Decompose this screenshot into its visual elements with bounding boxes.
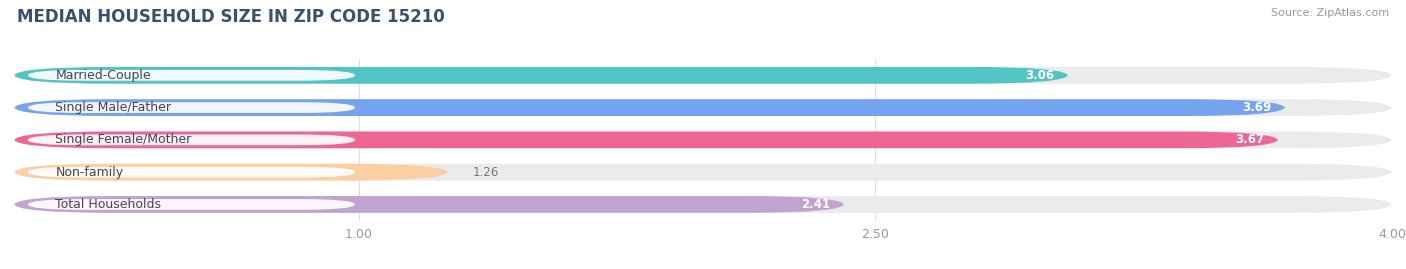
FancyBboxPatch shape — [14, 99, 1285, 116]
Text: Single Male/Father: Single Male/Father — [55, 101, 172, 114]
Text: Single Female/Mother: Single Female/Mother — [55, 133, 191, 146]
FancyBboxPatch shape — [14, 164, 449, 180]
FancyBboxPatch shape — [14, 132, 1278, 148]
FancyBboxPatch shape — [14, 164, 1392, 180]
Text: 3.06: 3.06 — [1025, 69, 1054, 82]
Text: Source: ZipAtlas.com: Source: ZipAtlas.com — [1271, 8, 1389, 18]
FancyBboxPatch shape — [28, 102, 356, 113]
FancyBboxPatch shape — [14, 196, 1392, 213]
Text: Married-Couple: Married-Couple — [55, 69, 150, 82]
FancyBboxPatch shape — [28, 167, 356, 178]
Text: Total Households: Total Households — [55, 198, 162, 211]
Text: Non-family: Non-family — [55, 166, 124, 179]
FancyBboxPatch shape — [28, 70, 356, 81]
Text: 2.41: 2.41 — [801, 198, 831, 211]
Text: MEDIAN HOUSEHOLD SIZE IN ZIP CODE 15210: MEDIAN HOUSEHOLD SIZE IN ZIP CODE 15210 — [17, 8, 444, 26]
Text: 1.26: 1.26 — [472, 166, 499, 179]
FancyBboxPatch shape — [14, 196, 844, 213]
FancyBboxPatch shape — [14, 99, 1392, 116]
Text: 3.69: 3.69 — [1241, 101, 1271, 114]
FancyBboxPatch shape — [14, 67, 1069, 84]
FancyBboxPatch shape — [28, 199, 356, 210]
FancyBboxPatch shape — [14, 67, 1392, 84]
FancyBboxPatch shape — [28, 134, 356, 145]
Text: 3.67: 3.67 — [1236, 133, 1264, 146]
FancyBboxPatch shape — [14, 132, 1392, 148]
